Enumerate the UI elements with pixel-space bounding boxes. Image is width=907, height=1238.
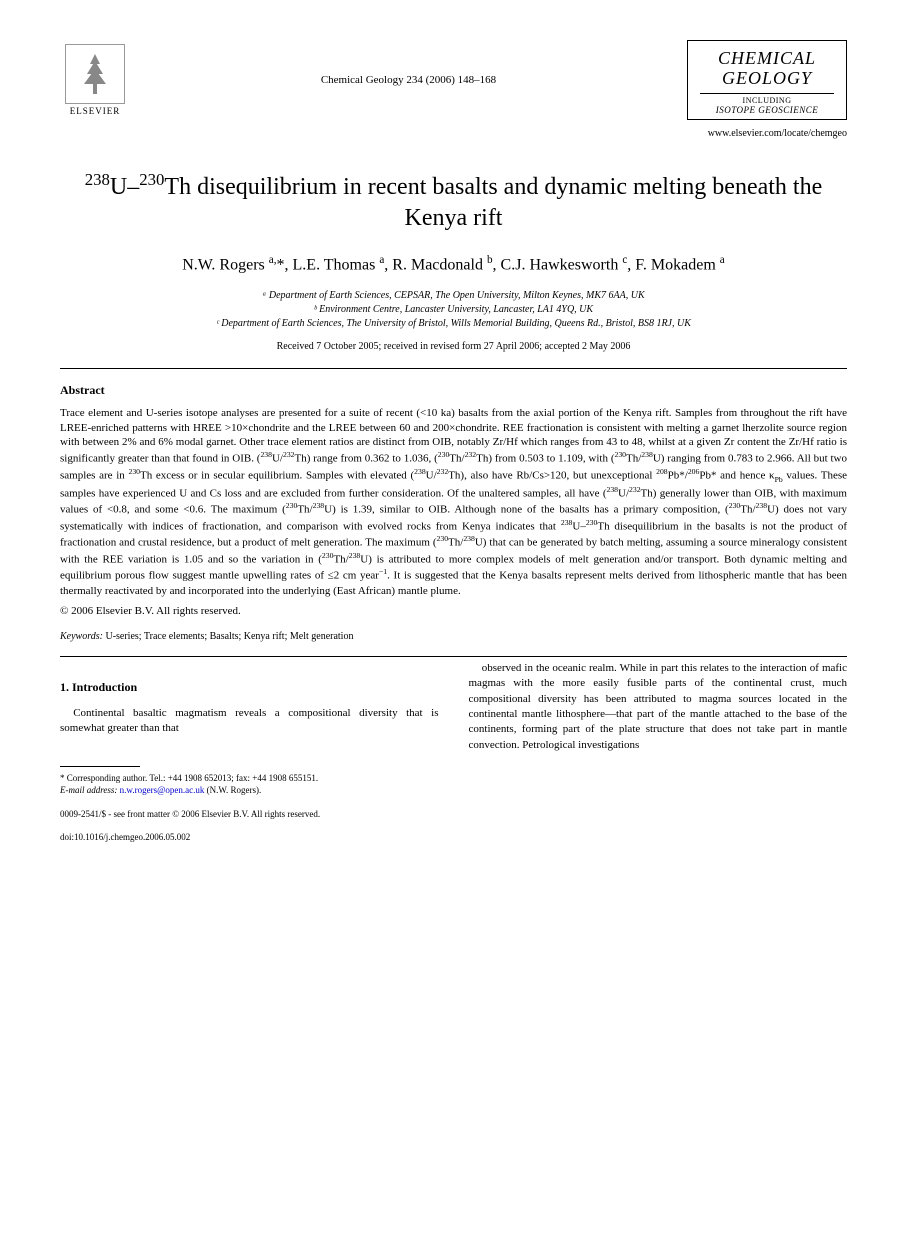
- corr-author-text: * Corresponding author. Tel.: +44 1908 6…: [60, 773, 439, 785]
- affiliation-b: ᵇ Environment Centre, Lancaster Universi…: [60, 303, 847, 317]
- article-dates: Received 7 October 2005; received in rev…: [60, 341, 847, 352]
- footer-doi: doi:10.1016/j.chemgeo.2006.05.002: [60, 832, 439, 844]
- email-address[interactable]: n.w.rogers@open.ac.uk: [120, 785, 205, 795]
- affiliation-c: ᶜ Department of Earth Sciences, The Univ…: [60, 317, 847, 331]
- keywords-text: U-series; Trace elements; Basalts; Kenya…: [105, 631, 353, 642]
- affiliation-a: ᵃ Department of Earth Sciences, CEPSAR, …: [60, 289, 847, 303]
- intro-para-1: Continental basaltic magmatism reveals a…: [60, 706, 439, 737]
- publisher-name: ELSEVIER: [70, 106, 121, 116]
- journal-name-2: GEOLOGY: [700, 69, 834, 89]
- divider: [60, 656, 847, 657]
- header-row: ELSEVIER Chemical Geology 234 (2006) 148…: [60, 40, 847, 120]
- journal-box-wrapper: CHEMICAL GEOLOGY INCLUDING ISOTOPE GEOSC…: [687, 40, 847, 120]
- keywords-label: Keywords:: [60, 631, 103, 642]
- abstract-heading: Abstract: [60, 383, 847, 398]
- section-1-heading: 1. Introduction: [60, 679, 439, 696]
- corresponding-author-footnote: * Corresponding author. Tel.: +44 1908 6…: [60, 773, 439, 796]
- publisher-logo: ELSEVIER: [60, 40, 130, 120]
- divider: [60, 368, 847, 369]
- abstract-body: Trace element and U-series isotope analy…: [60, 406, 847, 599]
- journal-title-box: CHEMICAL GEOLOGY INCLUDING ISOTOPE GEOSC…: [687, 40, 847, 120]
- email-label: E-mail address:: [60, 785, 117, 795]
- footer-issn: 0009-2541/$ - see front matter © 2006 El…: [60, 809, 439, 821]
- intro-para-2: observed in the oceanic realm. While in …: [469, 661, 848, 753]
- journal-including: INCLUDING: [700, 93, 834, 105]
- journal-isotope: ISOTOPE GEOSCIENCE: [700, 105, 834, 115]
- keywords-line: Keywords: U-series; Trace elements; Basa…: [60, 631, 847, 642]
- body-columns: 1. Introduction Continental basaltic mag…: [60, 661, 847, 844]
- email-line: E-mail address: n.w.rogers@open.ac.uk (N…: [60, 785, 439, 797]
- article-title: 238U–230Th disequilibrium in recent basa…: [60, 169, 847, 234]
- footnote-separator: [60, 766, 140, 767]
- journal-name-1: CHEMICAL: [700, 49, 834, 69]
- elsevier-tree-icon: [65, 44, 125, 104]
- author-list: N.W. Rogers a,*, L.E. Thomas a, R. Macdo…: [60, 254, 847, 274]
- journal-reference: Chemical Geology 234 (2006) 148–168: [130, 74, 687, 86]
- abstract-copyright: © 2006 Elsevier B.V. All rights reserved…: [60, 605, 847, 617]
- email-name: (N.W. Rogers).: [207, 785, 262, 795]
- journal-url[interactable]: www.elsevier.com/locate/chemgeo: [60, 128, 847, 139]
